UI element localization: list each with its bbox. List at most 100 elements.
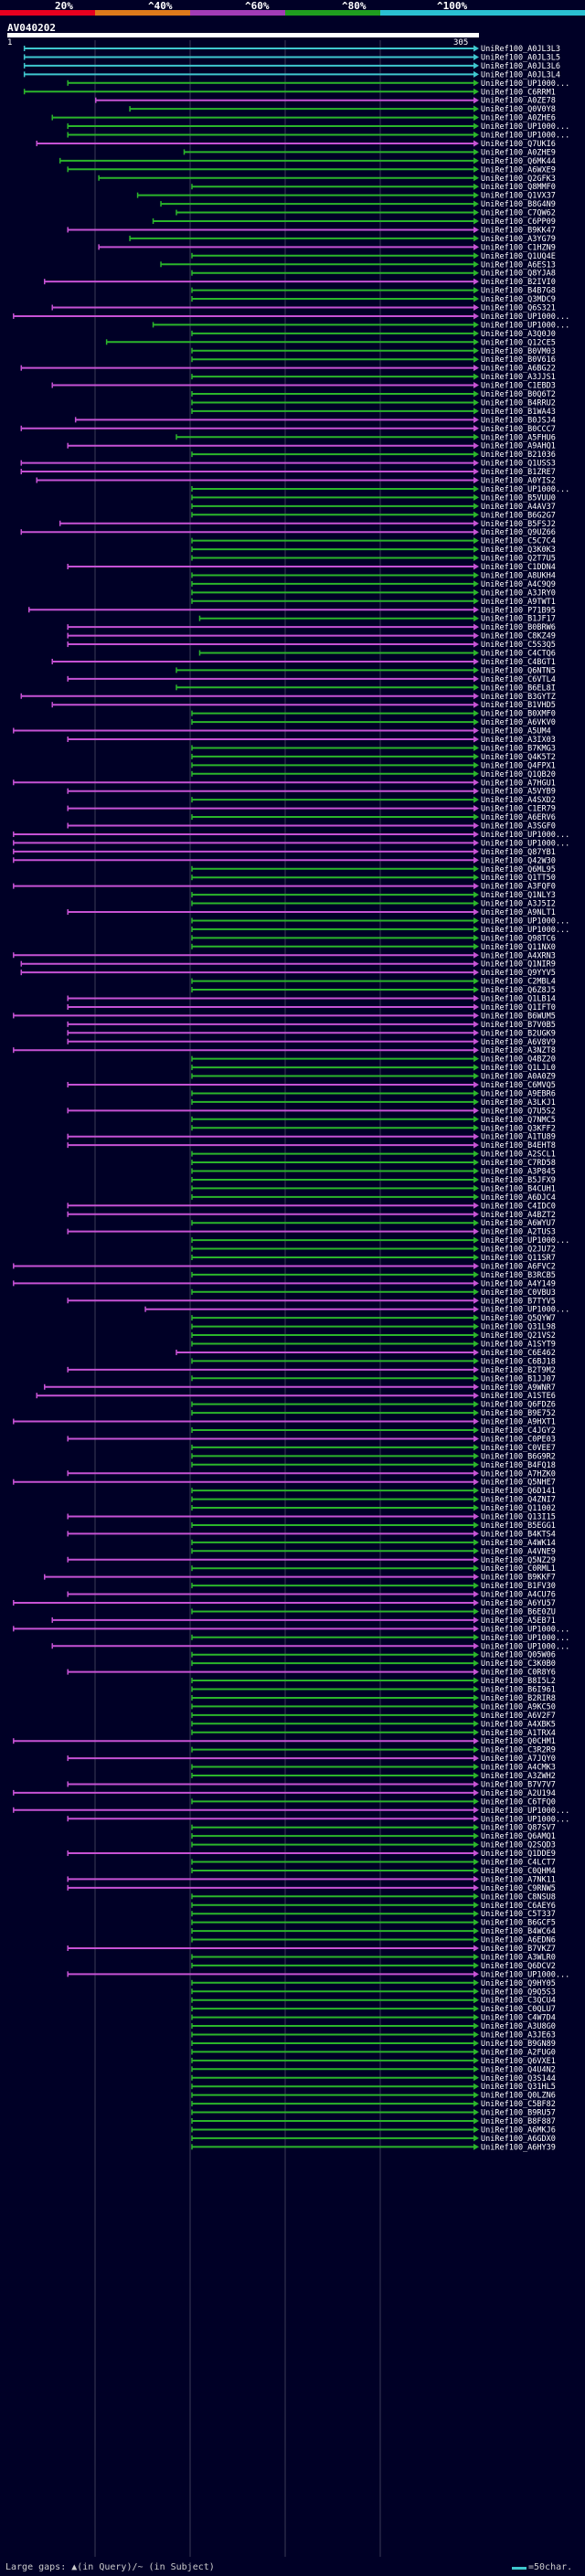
hit-row[interactable]: UniRef100_UP1000... (67, 80, 569, 89)
hit-label[interactable]: UniRef100_Q98TC6 (481, 934, 556, 943)
hit-label[interactable]: UniRef100_C1ER79 (481, 805, 556, 814)
hit-row[interactable]: UniRef100_UP1000... (13, 1807, 569, 1816)
hit-row[interactable]: UniRef100_UP1000... (144, 1306, 569, 1315)
hit-row[interactable]: UniRef100_C4LCT7 (191, 1859, 556, 1868)
hit-label[interactable]: UniRef100_C7RD58 (481, 1159, 556, 1168)
hit-label[interactable]: UniRef100_A3U8G0 (481, 2022, 556, 2031)
hit-row[interactable]: UniRef100_A4C9Q9 (191, 580, 556, 589)
hit-label[interactable]: UniRef100_Q13I15 (481, 1513, 556, 1522)
hit-row[interactable]: UniRef100_A3FQF0 (13, 883, 556, 892)
hit-row[interactable]: UniRef100_A6ERV6 (191, 813, 556, 822)
hit-label[interactable]: UniRef100_B6WUM5 (481, 1012, 556, 1021)
hit-label[interactable]: UniRef100_C4CTQ6 (481, 650, 556, 659)
hit-row[interactable]: UniRef100_Q5NZ29 (67, 1556, 556, 1565)
hit-row[interactable]: UniRef100_A3YG79 (129, 235, 556, 244)
hit-label[interactable]: UniRef100_Q4FPX1 (481, 761, 556, 770)
hit-row[interactable]: UniRef100_A0YIS2 (36, 477, 556, 486)
hit-row[interactable]: UniRef100_UP1000... (191, 926, 569, 935)
hit-row[interactable]: UniRef100_C6AEY6 (191, 1902, 556, 1911)
hit-row[interactable]: UniRef100_Q2JU72 (191, 1246, 556, 1255)
hit-row[interactable]: UniRef100_UP1000... (13, 1625, 569, 1634)
hit-row[interactable]: UniRef100_Q3S144 (191, 2074, 556, 2083)
hit-label[interactable]: UniRef100_C0R8Y6 (481, 1669, 556, 1678)
hit-row[interactable]: UniRef100_B8G4N9 (160, 200, 556, 209)
hit-label[interactable]: UniRef100_B7V7V7 (481, 1780, 556, 1789)
hit-label[interactable]: UniRef100_A6ES13 (481, 260, 556, 270)
hit-label[interactable]: UniRef100_A3SGF0 (481, 822, 556, 832)
hit-label[interactable]: UniRef100_A5UM4 (481, 727, 551, 737)
hit-row[interactable]: UniRef100_Q42W30 (13, 856, 556, 865)
hit-row[interactable]: UniRef100_C5BF82 (191, 2100, 556, 2109)
hit-label[interactable]: UniRef100_Q7NMC5 (481, 1116, 556, 1125)
hit-label[interactable]: UniRef100_UP1000... (481, 1815, 569, 1824)
hit-label[interactable]: UniRef100_Q7U5S2 (481, 1107, 556, 1116)
hit-row[interactable]: UniRef100_C5S3Q5 (67, 641, 556, 650)
hit-label[interactable]: UniRef100_UP1000... (481, 926, 569, 935)
hit-row[interactable]: UniRef100_UP1000... (13, 839, 569, 848)
hit-row[interactable]: UniRef100_B5VUU0 (191, 493, 556, 503)
hit-row[interactable]: UniRef100_A4WK14 (191, 1539, 556, 1548)
hit-label[interactable]: UniRef100_A0JL3L3 (481, 45, 560, 54)
hit-row[interactable]: UniRef100_Q1QB20 (191, 770, 556, 779)
hit-row[interactable]: UniRef100_A3Q0J0 (191, 330, 556, 339)
hit-label[interactable]: UniRef100_A6WXE9 (481, 165, 556, 175)
hit-label[interactable]: UniRef100_Q6ML95 (481, 865, 556, 875)
hit-row[interactable]: UniRef100_C7RD58 (191, 1159, 556, 1168)
hit-label[interactable]: UniRef100_A0JL3L6 (481, 62, 560, 71)
hit-row[interactable]: UniRef100_C4BGT1 (51, 658, 556, 667)
hit-row[interactable]: UniRef100_Q6VXE1 (191, 2057, 556, 2066)
hit-label[interactable]: UniRef100_B8I5L2 (481, 1677, 556, 1686)
hit-label[interactable]: UniRef100_Q2T7U5 (481, 555, 556, 564)
hit-row[interactable]: UniRef100_A6V8V9 (67, 1038, 556, 1047)
hit-row[interactable]: UniRef100_Q6Z8J5 (191, 986, 556, 995)
hit-row[interactable]: UniRef100_B6I961 (191, 1686, 556, 1695)
hit-label[interactable]: UniRef100_Q5NZ29 (481, 1556, 556, 1565)
hit-row[interactable]: UniRef100_B6G9R2 (191, 1452, 556, 1461)
hit-label[interactable]: UniRef100_C1EBD3 (481, 382, 556, 391)
hit-label[interactable]: UniRef100_B9KKF7 (481, 1574, 556, 1583)
hit-label[interactable]: UniRef100_B1FV30 (481, 1582, 556, 1591)
hit-label[interactable]: UniRef100_UP1000... (481, 122, 569, 132)
hit-label[interactable]: UniRef100_UP1000... (481, 839, 569, 848)
hit-row[interactable]: UniRef100_B4FQ18 (191, 1461, 556, 1470)
hit-label[interactable]: UniRef100_A4WK14 (481, 1539, 556, 1548)
hit-label[interactable]: UniRef100_C7QW62 (481, 209, 556, 218)
hit-label[interactable]: UniRef100_A0A0Z9 (481, 1073, 556, 1082)
hit-row[interactable]: UniRef100_B9RU57 (191, 2109, 556, 2118)
hit-row[interactable]: UniRef100_A0JL3L6 (23, 62, 560, 71)
hit-row[interactable]: UniRef100_A9EBR6 (191, 1089, 556, 1098)
hit-label[interactable]: UniRef100_Q4BZ20 (481, 1055, 556, 1065)
hit-label[interactable]: UniRef100_B0CCC7 (481, 425, 556, 434)
hit-row[interactable]: UniRef100_Q98TC6 (191, 934, 556, 943)
hit-row[interactable]: UniRef100_B2RIR8 (191, 1694, 556, 1703)
hit-row[interactable]: UniRef100_B9E752 (191, 1409, 556, 1418)
hit-row[interactable]: UniRef100_C3K0B0 (191, 1659, 556, 1669)
hit-row[interactable]: UniRef100_Q12CE5 (105, 338, 556, 347)
hit-label[interactable]: UniRef100_A2FUG0 (481, 2048, 556, 2057)
hit-row[interactable]: UniRef100_C6RRM1 (23, 88, 556, 97)
hit-label[interactable]: UniRef100_C2MBL4 (481, 978, 556, 987)
hit-row[interactable]: UniRef100_Q0V0Y8 (129, 105, 556, 114)
hit-label[interactable]: UniRef100_Q5NHE7 (481, 1479, 556, 1488)
hit-label[interactable]: UniRef100_Q6DCV2 (481, 1962, 556, 1971)
hit-label[interactable]: UniRef100_UP1000... (481, 1642, 569, 1651)
hit-label[interactable]: UniRef100_A3Q0J0 (481, 330, 556, 339)
hit-label[interactable]: UniRef100_A4XBK5 (481, 1720, 556, 1729)
hit-row[interactable]: UniRef100_Q9HY05 (191, 1979, 556, 1988)
hit-row[interactable]: UniRef100_Q9Q5S3 (191, 1988, 556, 1997)
hit-label[interactable]: UniRef100_A3JJS1 (481, 373, 556, 382)
hit-label[interactable]: UniRef100_Q3MDC9 (481, 295, 556, 304)
hit-label[interactable]: UniRef100_C6RRM1 (481, 88, 556, 97)
hit-label[interactable]: UniRef100_Q1NIR9 (481, 960, 556, 970)
hit-row[interactable]: UniRef100_A6BG22 (20, 365, 556, 374)
hit-row[interactable]: UniRef100_Q6AMQ1 (191, 1832, 556, 1841)
hit-row[interactable]: UniRef100_C6PP09 (152, 217, 556, 227)
hit-label[interactable]: UniRef100_UP1000... (481, 1306, 569, 1315)
hit-row[interactable]: UniRef100_C5C7C4 (191, 537, 556, 546)
hit-label[interactable]: UniRef100_B0Q6T2 (481, 390, 556, 399)
hit-label[interactable]: UniRef100_B7V0B5 (481, 1021, 556, 1030)
hit-row[interactable]: UniRef100_Q6DCV2 (191, 1962, 556, 1971)
hit-label[interactable]: UniRef100_C1HZN9 (481, 243, 556, 252)
hit-label[interactable]: UniRef100_Q2GFK3 (481, 175, 556, 184)
hit-row[interactable]: UniRef100_A9KC50 (191, 1702, 556, 1712)
